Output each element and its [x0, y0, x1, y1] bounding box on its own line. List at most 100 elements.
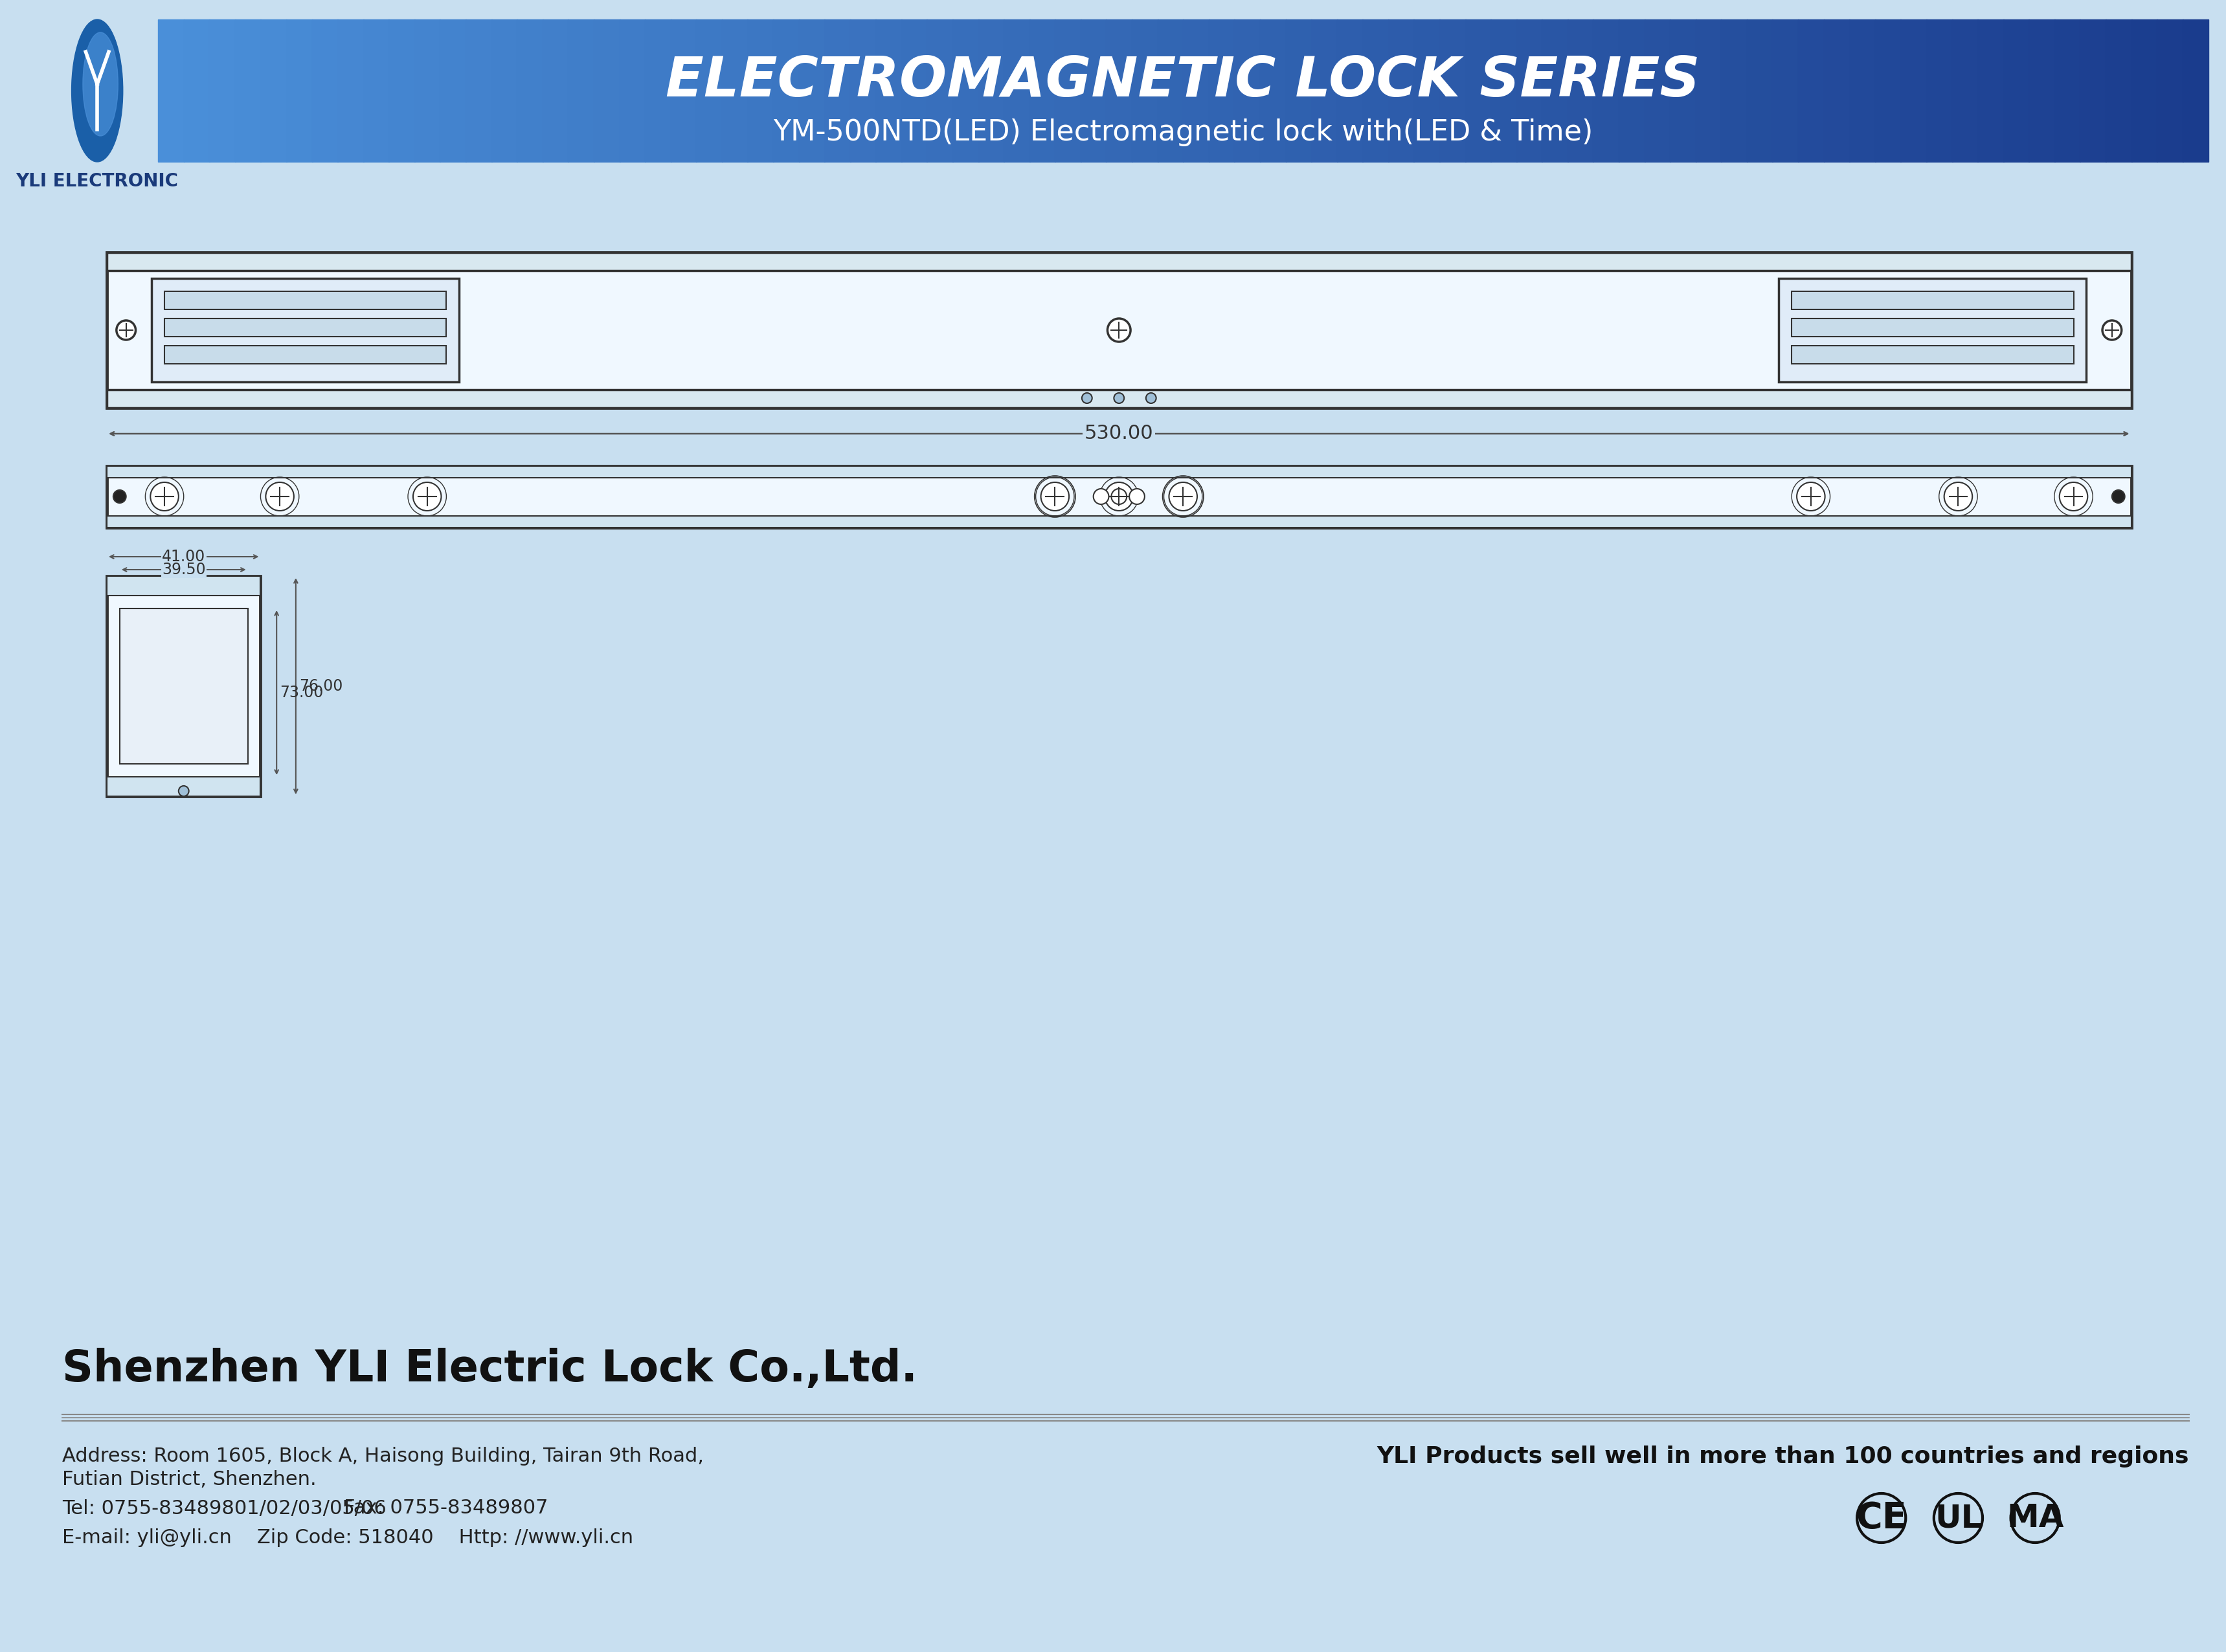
Bar	[1338, 20, 1362, 162]
Bar	[926, 20, 953, 162]
Bar	[1618, 20, 1645, 162]
Bar	[748, 20, 775, 162]
Circle shape	[1169, 482, 1198, 510]
Bar	[165, 319, 447, 337]
Bar	[1779, 278, 2086, 382]
Ellipse shape	[71, 20, 122, 162]
Bar	[165, 345, 447, 363]
Bar	[2157, 20, 2184, 162]
Circle shape	[1129, 489, 1144, 504]
Bar	[151, 278, 459, 382]
Text: Address: Room 1605, Block A, Haisong Building, Tairan 9th Road,: Address: Room 1605, Block A, Haisong Bui…	[62, 1447, 703, 1465]
Bar	[1414, 20, 1440, 162]
Bar	[1235, 20, 1260, 162]
Bar	[902, 20, 928, 162]
Circle shape	[1104, 482, 1133, 510]
Bar	[1440, 20, 1465, 162]
Circle shape	[1093, 489, 1109, 504]
Bar	[516, 20, 543, 162]
Bar	[619, 20, 646, 162]
Bar	[363, 20, 390, 162]
Bar	[1747, 20, 1774, 162]
Bar	[646, 20, 672, 162]
Bar	[2130, 20, 2157, 162]
Bar	[312, 20, 338, 162]
Bar	[799, 20, 826, 162]
Circle shape	[114, 491, 127, 502]
Bar	[1799, 20, 1825, 162]
Bar	[1516, 20, 1543, 162]
Bar	[107, 253, 2130, 271]
Bar	[441, 20, 465, 162]
Bar	[107, 466, 2130, 527]
Circle shape	[178, 786, 189, 796]
Bar	[1850, 20, 1877, 162]
Bar	[390, 20, 414, 162]
Bar	[158, 20, 185, 162]
Text: 76.00: 76.00	[298, 679, 343, 694]
Circle shape	[2112, 491, 2126, 502]
Bar	[465, 20, 492, 162]
Bar	[543, 20, 568, 162]
Bar	[1901, 20, 1928, 162]
Text: UL: UL	[1934, 1502, 1981, 1533]
Bar	[107, 577, 260, 796]
Bar	[1696, 20, 1723, 162]
Bar	[721, 20, 748, 162]
Text: CE: CE	[1856, 1500, 1908, 1535]
Text: yli: yli	[1144, 565, 1723, 990]
Circle shape	[2101, 320, 2121, 340]
Bar	[1131, 20, 1158, 162]
Bar	[2003, 20, 2030, 162]
Bar	[1543, 20, 1567, 162]
Bar	[492, 20, 516, 162]
Bar	[2079, 20, 2106, 162]
Bar	[209, 20, 236, 162]
Circle shape	[151, 482, 178, 510]
Bar	[1260, 20, 1287, 162]
Circle shape	[414, 482, 441, 510]
Bar	[1721, 20, 1747, 162]
Bar	[107, 515, 2130, 527]
Text: Shenzhen YLI Electric Lock Co.,Ltd.: Shenzhen YLI Electric Lock Co.,Ltd.	[62, 1348, 917, 1391]
Text: ELECTROMAGNETIC LOCK SERIES: ELECTROMAGNETIC LOCK SERIES	[666, 55, 1701, 107]
Bar	[414, 20, 441, 162]
Bar	[287, 20, 312, 162]
Text: Futian District, Shenzhen.: Futian District, Shenzhen.	[62, 1470, 316, 1488]
Bar	[1594, 20, 1618, 162]
Bar	[568, 20, 594, 162]
Bar	[1772, 20, 1799, 162]
Text: 73.00: 73.00	[280, 686, 323, 700]
Text: 39.50: 39.50	[162, 562, 205, 578]
Bar	[1874, 20, 1901, 162]
Text: Tel: 0755-83489801/02/03/05/06: Tel: 0755-83489801/02/03/05/06	[62, 1498, 385, 1518]
Bar	[2028, 20, 2055, 162]
Bar	[1311, 20, 1338, 162]
Circle shape	[2059, 482, 2088, 510]
Circle shape	[1109, 319, 1131, 342]
Bar	[1287, 20, 1311, 162]
Bar	[1362, 20, 1389, 162]
Circle shape	[1943, 482, 1972, 510]
Bar	[185, 20, 209, 162]
Bar	[875, 20, 902, 162]
Bar	[1952, 20, 1979, 162]
Bar	[772, 20, 799, 162]
Bar	[1645, 20, 1670, 162]
Circle shape	[1111, 489, 1126, 504]
Bar	[2181, 20, 2208, 162]
Bar	[236, 20, 260, 162]
Bar	[594, 20, 621, 162]
Bar	[1389, 20, 1414, 162]
Text: Fax: 0755-83489807: Fax: 0755-83489807	[343, 1498, 548, 1518]
Text: 41.00: 41.00	[162, 548, 205, 565]
Bar	[1080, 20, 1106, 162]
Text: YLI ELECTRONIC: YLI ELECTRONIC	[16, 172, 178, 190]
Bar	[1977, 20, 2003, 162]
Bar	[670, 20, 697, 162]
Bar	[1055, 20, 1082, 162]
Bar	[120, 608, 247, 763]
Bar	[107, 577, 260, 596]
Bar	[850, 20, 877, 162]
Bar	[107, 466, 2130, 477]
